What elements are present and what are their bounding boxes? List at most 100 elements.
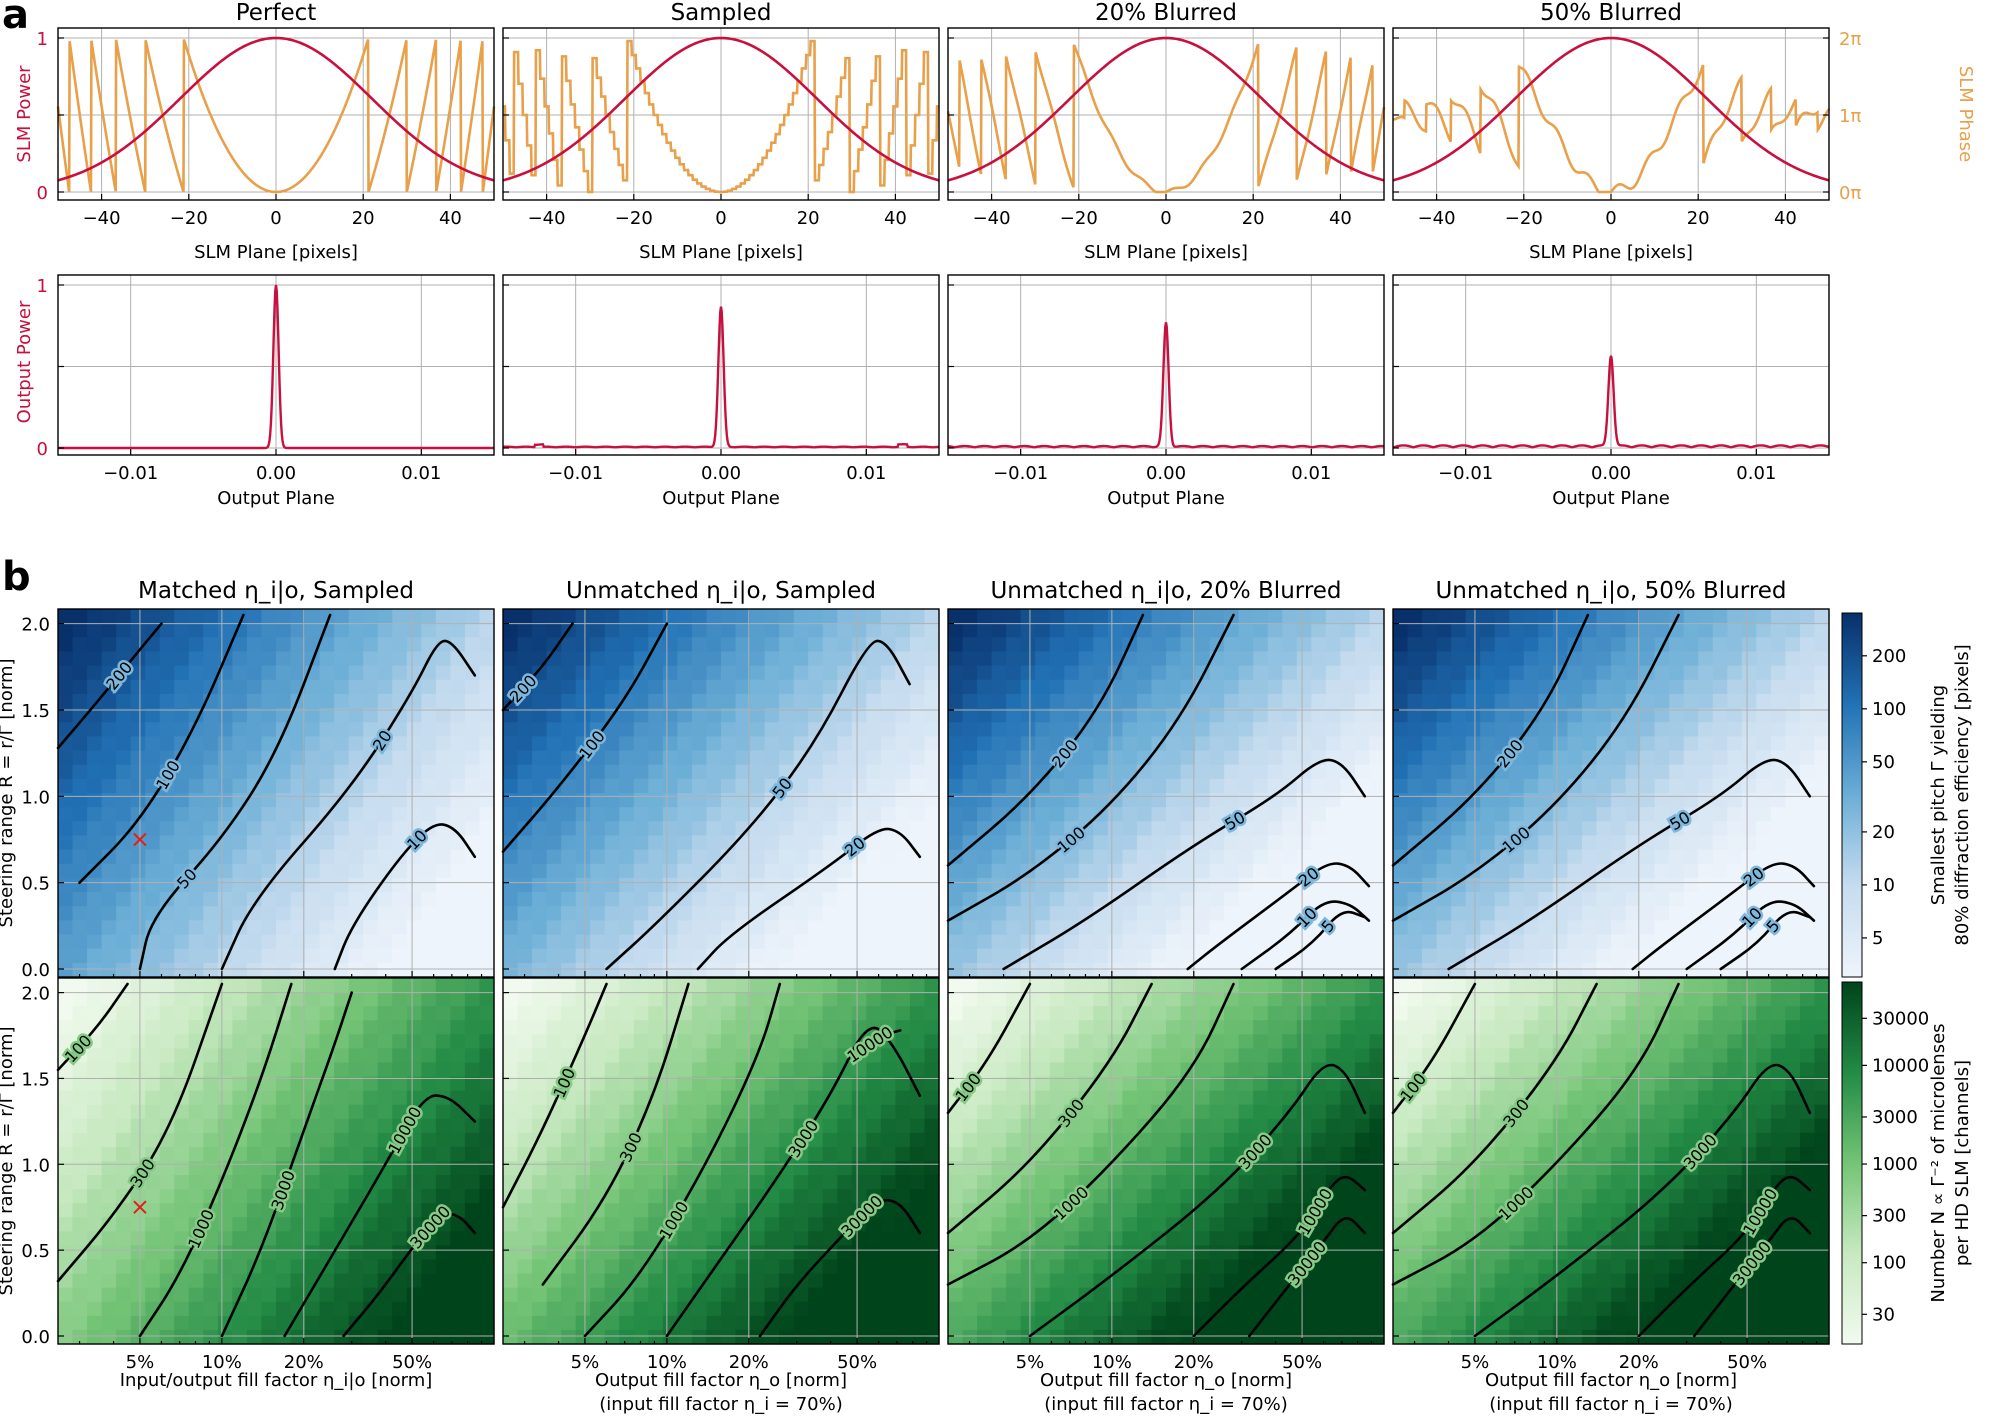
- heatmap-cell: [764, 934, 780, 950]
- heatmap-cell: [561, 679, 577, 695]
- heatmap-cell: [924, 892, 940, 907]
- heatmap-cell: [948, 736, 964, 752]
- heatmap-cell: [648, 778, 664, 794]
- heatmap-cell: [677, 1259, 693, 1275]
- heatmap-cell: [319, 877, 335, 893]
- heatmap-cell: [261, 1118, 277, 1134]
- heatmap-cell: [290, 906, 306, 921]
- heatmap-cell: [895, 708, 911, 723]
- heatmap-cell: [1465, 764, 1481, 780]
- heatmap-cell: [633, 1203, 649, 1218]
- heatmap-cell: [1093, 722, 1109, 737]
- heatmap-cell: [1136, 948, 1153, 964]
- heatmap-cell: [866, 948, 882, 964]
- contour-line: [1186, 862, 1371, 971]
- heatmap-cell: [750, 1273, 766, 1289]
- heatmap-cell: [1311, 623, 1327, 638]
- heatmap-cell: [590, 807, 606, 822]
- heatmap-cell: [1451, 877, 1467, 893]
- heatmap-cell: [880, 693, 896, 709]
- heatmap-cell: [1224, 948, 1240, 964]
- heatmap-cell: [590, 693, 606, 709]
- heatmap-cell: [793, 623, 809, 638]
- heatmap-cell: [1451, 665, 1467, 681]
- heatmap-cell: [1166, 651, 1182, 667]
- heatmap-cell: [1712, 906, 1728, 921]
- heatmap-cell: [822, 679, 838, 695]
- heatmap-cell: [1325, 693, 1341, 709]
- heatmap-cell: [1422, 778, 1438, 794]
- heatmap-cell: [87, 1259, 103, 1275]
- heatmap-cell: [503, 637, 519, 653]
- heatmap-cell: [1224, 849, 1240, 865]
- heatmap-cell: [58, 623, 74, 638]
- heatmap-cell: [1049, 778, 1065, 794]
- heatmap-cell: [1494, 863, 1510, 879]
- heatmap-cell: [276, 920, 292, 936]
- heatmap-cell: [203, 1175, 219, 1190]
- heatmap-cell: [962, 962, 978, 978]
- heatmap-cell: [479, 1118, 495, 1134]
- heatmap-cell: [1282, 807, 1298, 822]
- heatmap-cell: [1282, 863, 1298, 879]
- heatmap-cell: [72, 1034, 88, 1049]
- heatmap-cell: [532, 736, 548, 752]
- heatmap-cell: [1064, 693, 1080, 709]
- heatmap-cell: [1122, 750, 1138, 766]
- heatmap-cell: [392, 1301, 408, 1317]
- heatmap-cell: [1311, 736, 1327, 752]
- heatmap-cell: [1393, 764, 1409, 780]
- heatmap-cell: [58, 1118, 74, 1134]
- heatmap-cell: [546, 736, 562, 752]
- heatmap-cell: [450, 1217, 466, 1232]
- heatmap-cell: [1238, 679, 1254, 695]
- heatmap-cell: [575, 1189, 591, 1204]
- heatmap-cell: [58, 1217, 74, 1232]
- heatmap-cell: [334, 736, 350, 752]
- x-axis-label: Output Plane: [1552, 488, 1670, 509]
- heatmap-cell: [1224, 863, 1240, 879]
- heatmap-cell: [246, 1132, 263, 1148]
- heatmap-cell: [305, 1245, 321, 1261]
- heatmap-cell: [450, 1245, 466, 1261]
- heatmap-cell: [604, 978, 620, 993]
- heatmap-cell: [735, 708, 751, 723]
- heatmap-cell: [662, 877, 678, 893]
- heatmap-cell: [435, 679, 451, 695]
- heatmap-cell: [1509, 793, 1525, 808]
- heatmap-cell: [246, 1189, 263, 1204]
- heatmap-cell: [1785, 736, 1801, 752]
- heatmap-cell: [58, 1006, 74, 1021]
- heatmap-cell: [217, 623, 233, 638]
- x-tick-label: 0: [1160, 208, 1171, 229]
- heatmap-cell: [450, 609, 466, 624]
- heatmap-cell: [691, 1034, 708, 1049]
- heatmap-cell: [58, 665, 74, 681]
- heatmap-cell: [822, 1062, 838, 1078]
- heatmap-cell: [203, 1161, 219, 1176]
- heatmap-cell: [392, 651, 408, 667]
- heatmap-cell: [130, 1034, 146, 1049]
- heatmap-cell: [261, 962, 277, 978]
- heatmap-cell: [1698, 750, 1714, 766]
- heatmap-cell: [1049, 821, 1065, 837]
- heatmap-cell: [72, 1315, 88, 1331]
- heatmap-cell: [479, 1146, 495, 1162]
- heatmap-cell: [764, 1329, 780, 1345]
- heatmap-cell: [866, 665, 882, 681]
- heatmap-cell: [575, 665, 591, 681]
- heatmap-cell: [1814, 693, 1830, 709]
- heatmap-cell: [837, 1231, 853, 1247]
- heatmap-cell: [1814, 750, 1830, 766]
- heatmap-cell: [1770, 609, 1786, 624]
- heatmap-cell: [1078, 651, 1094, 667]
- heatmap-cell: [174, 1315, 190, 1331]
- heatmap-cell: [188, 665, 204, 681]
- heatmap-cell: [1741, 679, 1757, 695]
- heatmap-cell: [735, 1231, 751, 1247]
- heatmap-cell: [822, 892, 838, 907]
- heatmap-cell: [1064, 750, 1080, 766]
- slm-phase-line: [946, 43, 1386, 194]
- contour-line: [342, 1212, 477, 1338]
